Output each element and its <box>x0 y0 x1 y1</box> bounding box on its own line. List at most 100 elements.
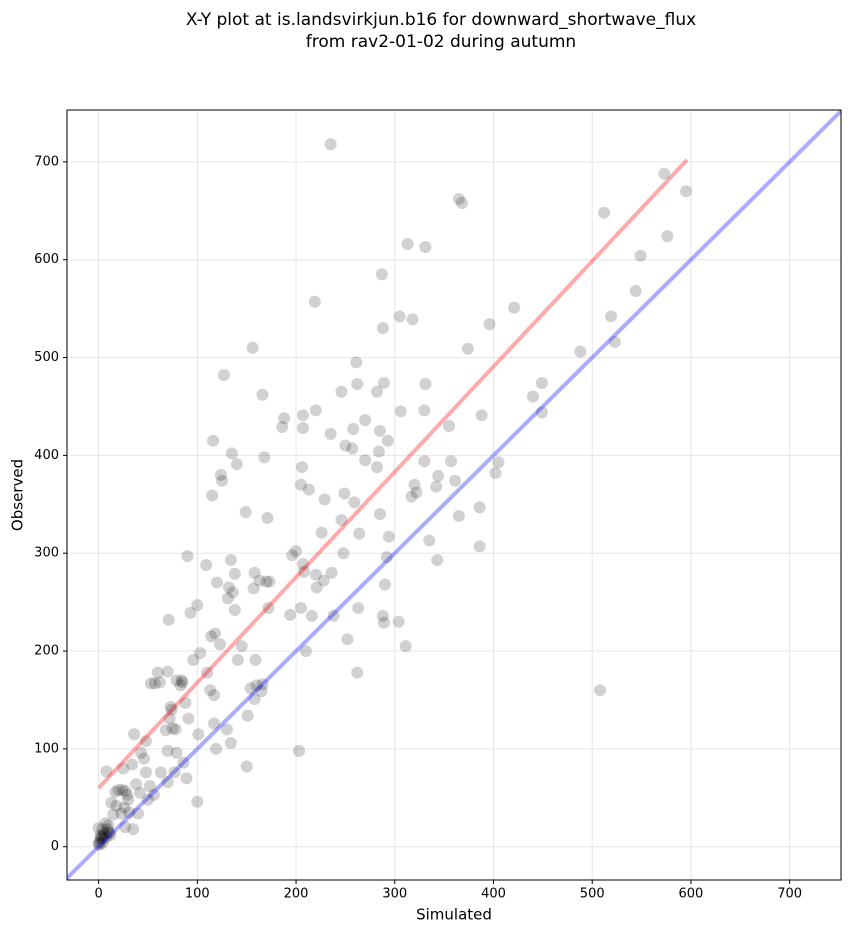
point <box>353 527 366 540</box>
point <box>96 836 109 849</box>
point <box>181 550 194 563</box>
point <box>262 602 275 615</box>
point <box>175 674 188 687</box>
point <box>128 728 141 741</box>
point <box>228 603 241 616</box>
point <box>222 581 235 594</box>
point <box>315 526 328 539</box>
point <box>489 466 502 479</box>
point <box>204 684 217 697</box>
point <box>290 545 303 558</box>
y-tick-label: 400 <box>34 448 59 463</box>
point <box>350 356 363 369</box>
point <box>526 390 539 403</box>
point <box>191 599 204 612</box>
point <box>139 735 152 748</box>
point <box>207 434 220 447</box>
point <box>347 422 360 435</box>
point <box>161 776 174 789</box>
point <box>170 746 183 759</box>
point <box>244 682 257 695</box>
point <box>305 609 318 622</box>
point <box>377 376 390 389</box>
point <box>492 456 505 469</box>
point <box>139 766 152 779</box>
point <box>410 486 423 499</box>
chart-title: from rav2-01-02 during autumn <box>306 32 576 52</box>
point <box>112 783 125 796</box>
point <box>151 666 164 679</box>
point <box>302 483 315 496</box>
point <box>132 807 145 820</box>
point <box>249 653 262 666</box>
point <box>461 342 474 355</box>
point <box>341 633 354 646</box>
y-tick-label: 300 <box>34 546 59 561</box>
point <box>324 427 337 440</box>
point <box>239 506 252 519</box>
point <box>224 737 237 750</box>
point <box>359 414 372 427</box>
point <box>255 685 268 698</box>
point <box>604 310 617 323</box>
point <box>127 823 140 836</box>
point <box>263 575 276 588</box>
point <box>260 575 273 588</box>
y-tick-label: 200 <box>34 644 59 659</box>
point <box>455 196 468 209</box>
point <box>165 703 178 716</box>
point <box>378 578 391 591</box>
point <box>370 385 383 398</box>
point <box>117 762 130 775</box>
point <box>97 832 110 845</box>
point <box>278 412 291 425</box>
point <box>174 679 187 692</box>
point <box>215 468 228 481</box>
point <box>135 746 148 759</box>
point <box>209 627 222 640</box>
point <box>293 744 306 757</box>
point <box>164 700 177 713</box>
y-tick-label: 100 <box>34 741 59 756</box>
point <box>240 760 253 773</box>
point <box>284 608 297 621</box>
point <box>445 455 458 468</box>
point <box>100 765 113 778</box>
point <box>370 461 383 474</box>
y-tick-label: 0 <box>51 839 59 854</box>
point <box>443 420 456 433</box>
point <box>473 540 486 553</box>
point <box>138 752 151 765</box>
point <box>228 567 241 580</box>
point <box>98 827 111 840</box>
point <box>93 835 106 848</box>
point <box>187 653 200 666</box>
point <box>452 193 465 206</box>
point <box>102 819 115 832</box>
grid <box>67 110 841 880</box>
point <box>162 613 175 626</box>
point <box>373 508 386 521</box>
point <box>110 799 123 812</box>
point <box>170 674 183 687</box>
point <box>107 808 120 821</box>
point <box>169 723 182 736</box>
point <box>351 666 364 679</box>
point <box>261 511 274 524</box>
point <box>351 377 364 390</box>
point <box>473 501 486 514</box>
point <box>104 828 117 841</box>
point <box>217 369 230 382</box>
y-axis-label: Observed <box>9 459 27 531</box>
point <box>163 712 176 725</box>
point <box>535 406 548 419</box>
point <box>109 785 122 798</box>
point <box>130 778 143 791</box>
point <box>483 318 496 331</box>
point <box>194 647 207 660</box>
point <box>211 576 224 589</box>
x-tick-label: 0 <box>94 887 102 902</box>
point <box>192 728 205 741</box>
point <box>105 796 118 809</box>
